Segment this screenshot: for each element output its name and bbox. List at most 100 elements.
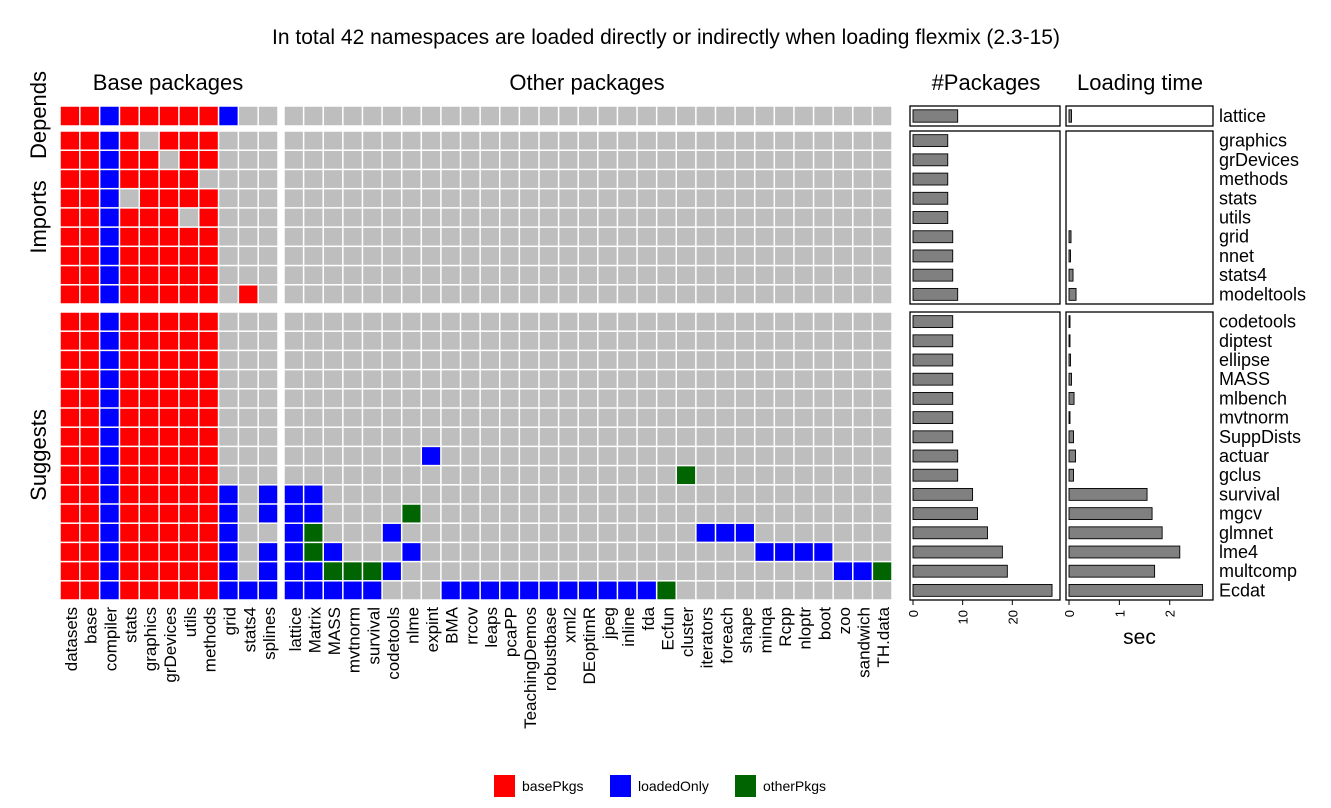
tile (657, 581, 676, 600)
tile (794, 543, 813, 561)
tile (284, 581, 303, 600)
tile (755, 427, 774, 446)
tile (480, 447, 499, 465)
tile (716, 447, 735, 465)
tile (239, 504, 258, 523)
tile (500, 504, 519, 523)
column-labels: datasets base compiler stats graphics grDevic… (62, 606, 893, 729)
tile (422, 208, 441, 227)
row-label: MASS (1219, 369, 1270, 389)
tile (559, 370, 578, 389)
tile (873, 266, 892, 285)
tile (677, 504, 696, 523)
tile (199, 543, 218, 561)
tile (461, 466, 480, 485)
tile (637, 523, 656, 542)
tile (80, 170, 99, 188)
tile (578, 562, 598, 581)
tile (120, 523, 139, 542)
tile (422, 351, 441, 369)
tile (696, 523, 715, 542)
tile (323, 427, 343, 446)
tile (284, 285, 303, 304)
legend-swatch (735, 775, 756, 797)
tile (677, 266, 696, 285)
tile (422, 408, 441, 427)
legend-label: otherPkgs (763, 778, 826, 794)
tile (159, 189, 179, 208)
tile (323, 106, 343, 126)
tile (539, 543, 558, 561)
tile (304, 562, 323, 581)
tile (140, 389, 159, 408)
tile (539, 227, 558, 246)
tile (120, 485, 139, 504)
tile (520, 351, 539, 369)
axis-tick-label: 0 (906, 610, 921, 617)
tile (755, 504, 774, 523)
tile (159, 170, 179, 188)
tile (716, 408, 735, 427)
tile (461, 408, 480, 427)
row-label: stats4 (1219, 265, 1267, 285)
tile (539, 408, 558, 427)
tile (219, 227, 238, 246)
tile (120, 447, 139, 465)
tile (382, 370, 401, 389)
tile (657, 562, 676, 581)
bar (1068, 353, 1071, 367)
tile (677, 285, 696, 304)
tile (696, 170, 715, 188)
tile (323, 266, 343, 285)
tile (382, 543, 401, 561)
tile (853, 312, 872, 331)
tile (239, 408, 258, 427)
tile (775, 370, 794, 389)
tile (520, 312, 539, 331)
tile (441, 504, 460, 523)
tile (179, 312, 198, 331)
tile (140, 581, 159, 600)
tile (618, 562, 637, 581)
tile (199, 466, 218, 485)
tile (382, 285, 401, 304)
row-label: grid (1219, 227, 1249, 247)
bar (912, 372, 954, 386)
row-label: codetools (1219, 312, 1296, 332)
tile (500, 131, 519, 150)
bar (1068, 430, 1074, 444)
tile (500, 562, 519, 581)
tile (578, 131, 598, 150)
bar (1068, 315, 1071, 329)
tile (520, 447, 539, 465)
tile (120, 227, 139, 246)
tile (219, 562, 238, 581)
tile (60, 131, 80, 150)
tile (480, 106, 499, 126)
tile (159, 504, 179, 523)
tile (677, 312, 696, 331)
tile (853, 504, 872, 523)
tile (140, 351, 159, 369)
tile (363, 427, 382, 446)
tile (441, 370, 460, 389)
tile (100, 504, 119, 523)
tile (578, 351, 598, 369)
tile (363, 247, 382, 265)
tile (402, 247, 421, 265)
tile (140, 427, 159, 446)
tile (480, 312, 499, 331)
tile (343, 131, 362, 150)
bar (912, 487, 974, 501)
tile (696, 408, 715, 427)
tile (618, 485, 637, 504)
tile (657, 466, 676, 485)
tile (100, 466, 119, 485)
tile (755, 266, 774, 285)
tile (755, 543, 774, 561)
tile (500, 312, 519, 331)
tile (637, 581, 656, 600)
tile (422, 150, 441, 169)
tile (598, 466, 617, 485)
tile (794, 370, 813, 389)
